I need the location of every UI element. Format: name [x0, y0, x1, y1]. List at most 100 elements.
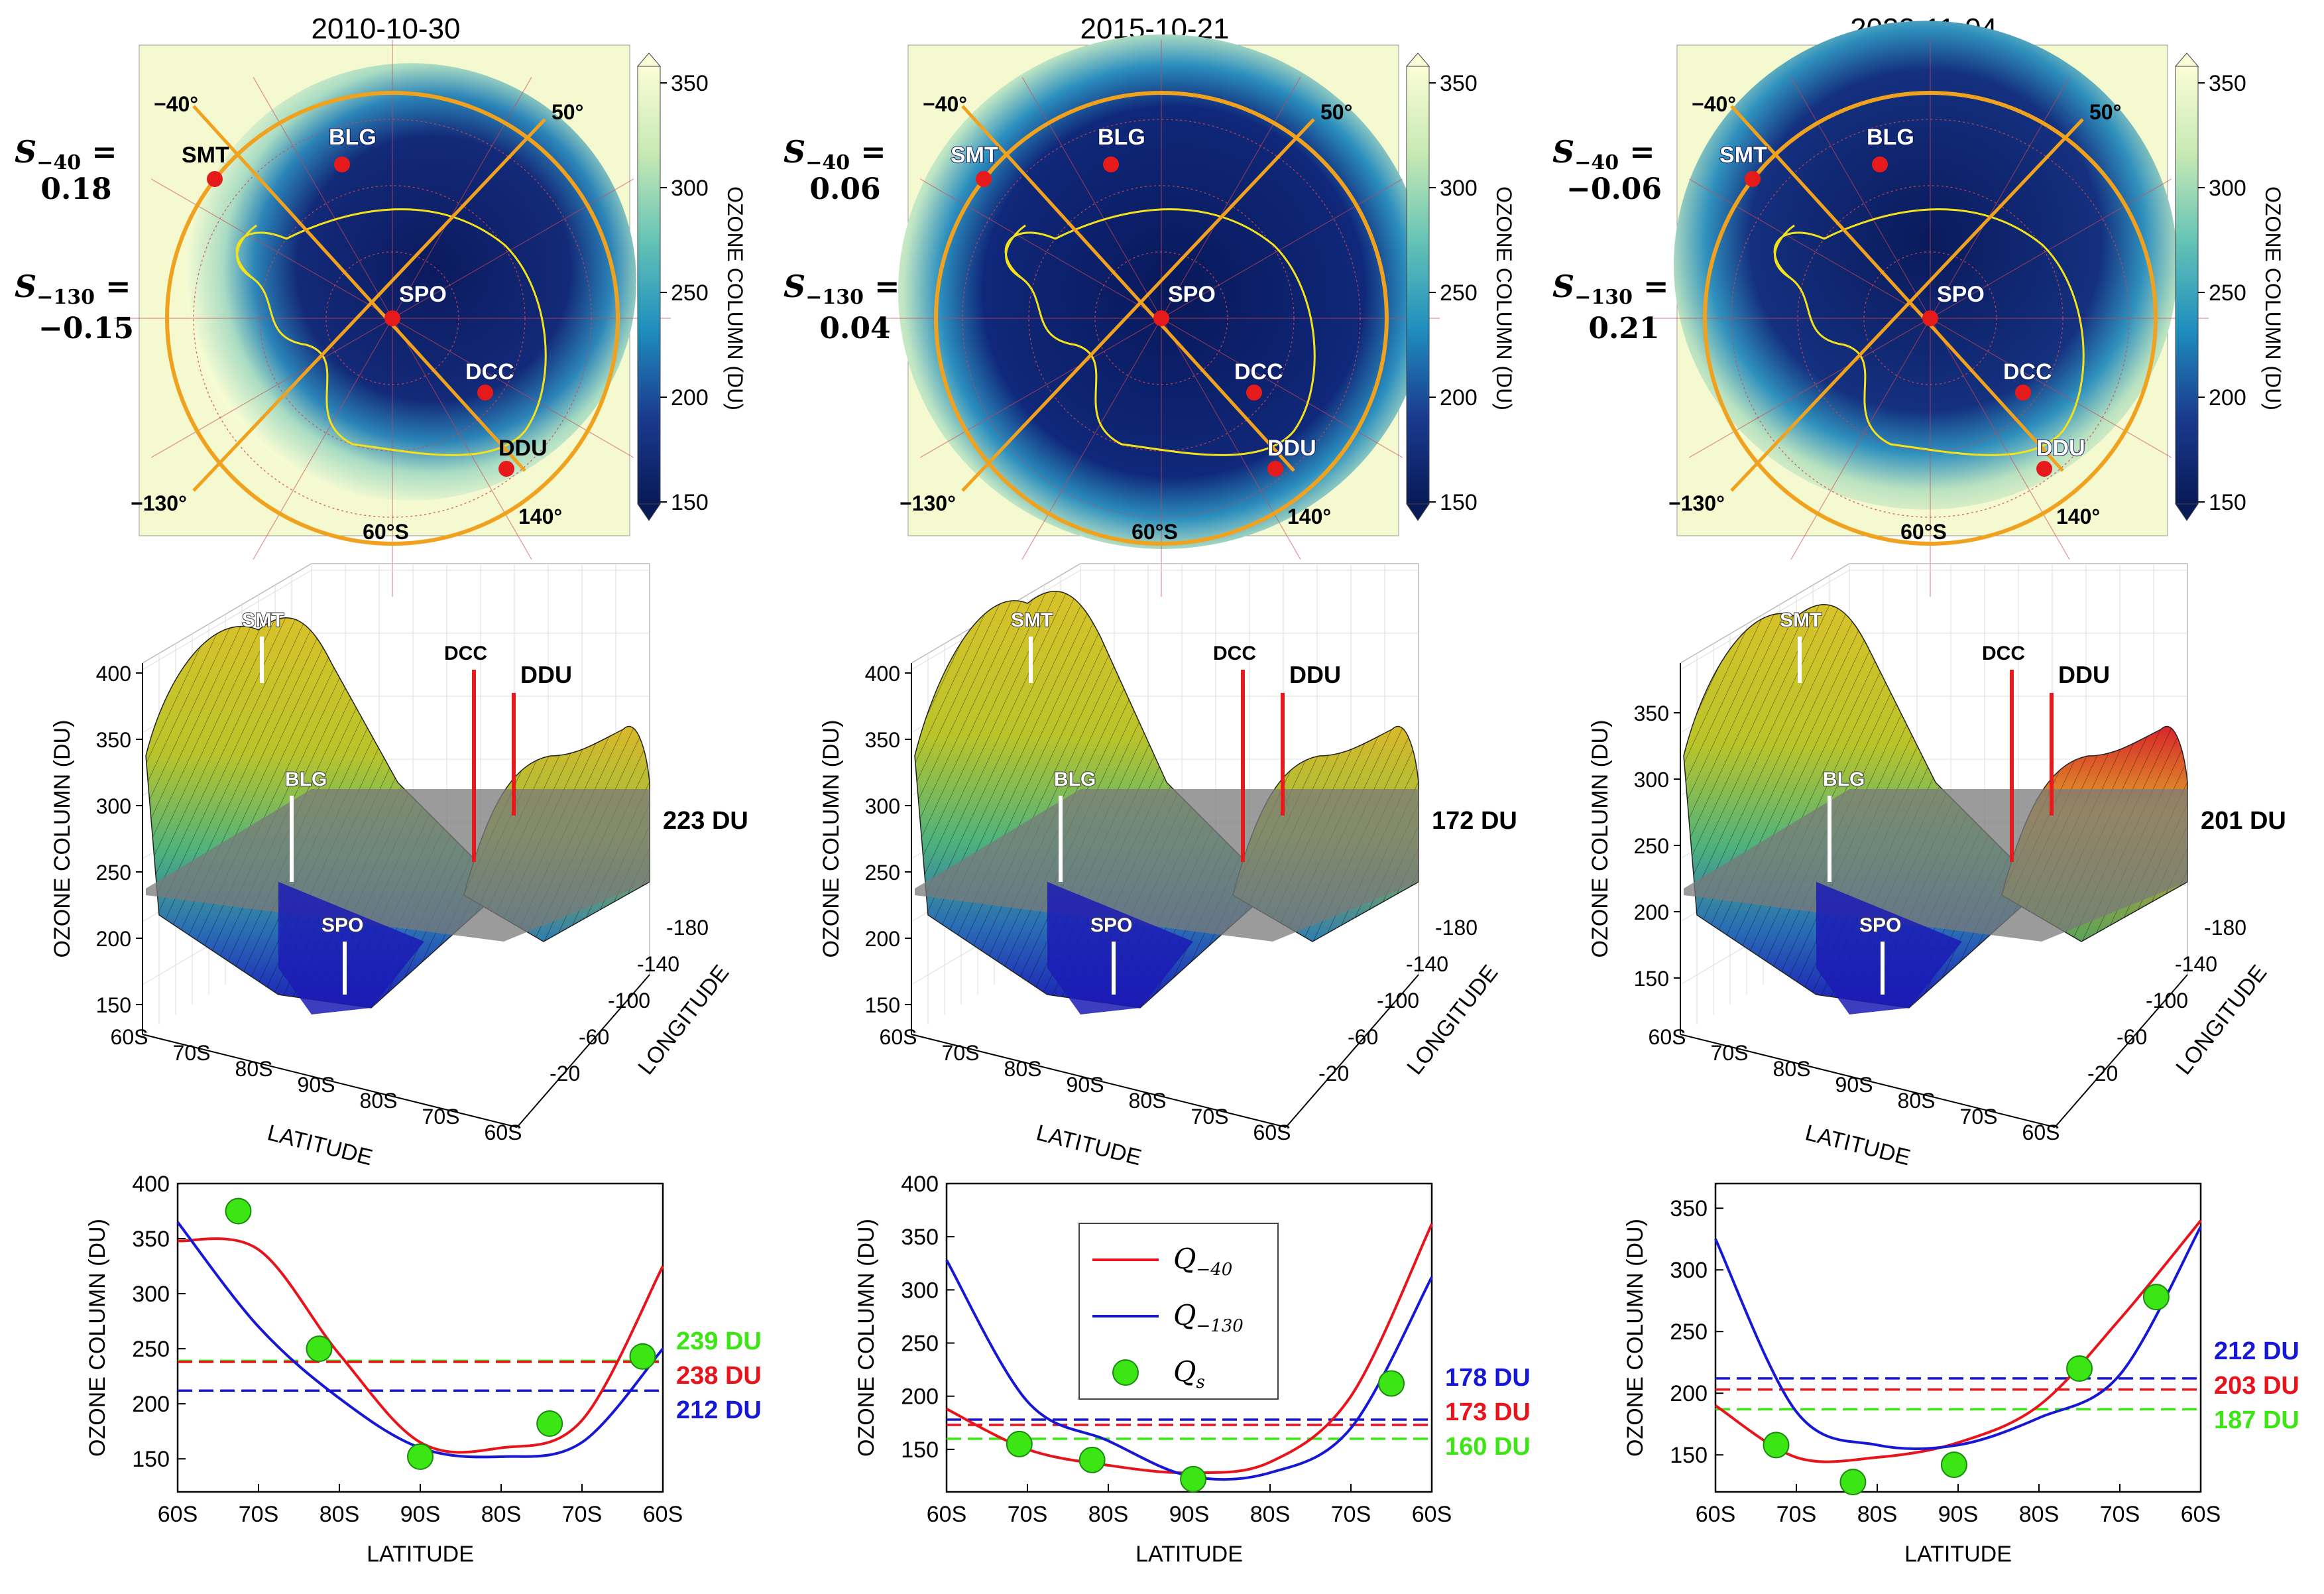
- surface-z-tick-label: 300: [96, 794, 131, 818]
- profile-y-tick-label: 250: [1670, 1319, 1708, 1345]
- colorbar: 350 300 250 200 150 OZONE COLUMN (DU): [636, 52, 747, 521]
- surface-lat-axis-label: LATITUDE: [1803, 1120, 1913, 1170]
- lon-label-minus130: −130°: [1668, 491, 1725, 515]
- qs-point: [2066, 1355, 2093, 1382]
- station-blg-label: BLG: [1867, 125, 1914, 150]
- panel-3: 2022-11-04SMTBLGSPODCCDDU−40°50°−130°140…: [1552, 13, 2299, 1567]
- s-minus130-label: S−130 =: [1552, 269, 1669, 309]
- colorbar-tick-label: 300: [2209, 176, 2246, 201]
- surface-station-spo-label: SPO: [1859, 914, 1901, 936]
- profile-y-tick-label: 350: [901, 1225, 939, 1250]
- meridian-minus40-140: [1730, 105, 2064, 472]
- qs-point: [1078, 1446, 1106, 1473]
- lon-label-minus40: −40°: [1692, 92, 1736, 116]
- lon-label-minus40: −40°: [154, 92, 198, 116]
- surface-z-tick-label: 200: [1634, 900, 1669, 924]
- surface-z-tick-label: 400: [96, 662, 131, 686]
- s-minus130-value: 0.04: [819, 312, 890, 345]
- latitude-profile-chart: 150 200 250 300 350 60S 70S 80S 90S 80S 70S 60S LATI…: [1623, 1182, 2299, 1567]
- surface-z-tick-label: 350: [96, 728, 131, 752]
- surface-lat-tick-label: 80S: [360, 1089, 398, 1113]
- profile-y-axis-label: OZONE COLUMN (DU): [854, 1219, 879, 1457]
- qs-point: [2142, 1284, 2170, 1311]
- legend-label-3: Qs: [1173, 1355, 1205, 1392]
- ozone-surface-3d: SMT BLG SPO DCC DDU 223 DU 400 350 300 250 200 150 O…: [50, 563, 748, 1170]
- colorbar-tick-label: 150: [671, 490, 709, 515]
- surface-lon-tick-label: -140: [2175, 952, 2217, 976]
- antarctica-coastline: [1004, 208, 1316, 456]
- surface-station-dcc-label: DCC: [1982, 643, 2025, 664]
- ozone-hole: [1674, 21, 2178, 510]
- profile-x-axis-label: LATITUDE: [1135, 1542, 1243, 1567]
- antarctic-peninsula: [1774, 224, 1795, 280]
- profile-y-tick-label: 300: [132, 1282, 170, 1307]
- surface-z-tick-label: 150: [96, 993, 131, 1017]
- surface-lat-tick-label: 60S: [2022, 1121, 2060, 1144]
- profile-x-tick-label: 60S: [2181, 1502, 2221, 1527]
- surface-plane-label: 172 DU: [1432, 807, 1517, 835]
- s-minus40-value: 0.06: [809, 172, 880, 206]
- surface-lat-tick-label: 60S: [111, 1025, 148, 1049]
- s-minus40-label: S−40 =: [784, 134, 886, 174]
- antarctica-coastline: [235, 208, 547, 456]
- station-blg-marker: [1103, 156, 1119, 172]
- skewness-annotations: S−40 =0.06 S−130 =0.04: [784, 134, 900, 345]
- surface-lat-tick-label: 80S: [1773, 1057, 1811, 1081]
- series-line-q-minus40: [1714, 1219, 2202, 1463]
- profile-legend: Q−40 Q−130 Qs: [1078, 1223, 1279, 1400]
- surface-station-blg-label: BLG: [1054, 768, 1096, 790]
- profile-x-tick-label: 60S: [927, 1502, 967, 1527]
- colorbar-tick-label: 250: [671, 280, 709, 306]
- lon-label-minus130: −130°: [900, 491, 956, 515]
- profile-y-tick-label: 250: [132, 1337, 170, 1362]
- antarctica-coastline: [1773, 208, 2085, 456]
- qs-point: [225, 1197, 252, 1225]
- surface-z-tick-label: 400: [865, 662, 900, 686]
- s-minus40-label: S−40 =: [15, 134, 117, 174]
- surface-z-tick-label: 150: [1634, 967, 1669, 991]
- colorbar-gradient: [637, 66, 661, 505]
- mean-label-1: 239 DU: [676, 1327, 762, 1355]
- surface-lat-tick-label: 80S: [235, 1057, 273, 1081]
- profile-plot-area: [1714, 1182, 2202, 1493]
- surface-lat-axis-label: LATITUDE: [265, 1120, 375, 1170]
- station-dcc-label: DCC: [2003, 359, 2052, 385]
- colorbar: 350 300 250 200 150 OZONE COLUMN (DU): [2174, 52, 2285, 521]
- colorbar-top-extend: [1405, 52, 1430, 67]
- profile-x-tick-label: 70S: [1008, 1502, 1048, 1527]
- latitude-60s-circle: [165, 91, 620, 546]
- profile-x-tick-label: 70S: [239, 1502, 279, 1527]
- colorbar-tick-label: 200: [2209, 385, 2246, 410]
- surface-z-tick-label: 350: [865, 728, 900, 752]
- colorbar-gradient: [1406, 66, 1430, 505]
- lon-label-50: 50°: [552, 100, 583, 124]
- colorbar-tick-label: 250: [2209, 280, 2246, 306]
- profile-y-tick-label: 400: [132, 1172, 170, 1197]
- qs-point: [1763, 1432, 1790, 1459]
- profile-x-tick-label: 80S: [481, 1502, 522, 1527]
- colorbar-tick-label: 300: [671, 176, 709, 201]
- station-dcc-marker: [2015, 385, 2031, 400]
- surface-lon-axis-label: LONGITUDE: [633, 960, 734, 1079]
- ozone-map: 2022-11-04SMTBLGSPODCCDDU−40°50°−130°140…: [1652, 13, 2209, 597]
- skewness-annotations: S−40 =−0.06 S−130 =0.21: [1552, 134, 1669, 345]
- colorbar-tick-label: 150: [1440, 490, 1478, 515]
- colorbar-top-extend: [2174, 52, 2199, 67]
- colorbar-tick-label: 350: [671, 71, 709, 96]
- lon-label-50: 50°: [1320, 100, 1352, 124]
- surface-lat-axis-label: LATITUDE: [1034, 1120, 1144, 1170]
- profile-x-tick-label: 60S: [1696, 1502, 1736, 1527]
- profile-y-tick-label: 300: [1670, 1258, 1708, 1283]
- surface-lon-tick-label: -180: [2204, 916, 2246, 940]
- surface-station-smt-label: SMT: [1780, 609, 1822, 631]
- colorbar-bottom-extend: [1406, 503, 1430, 521]
- ozone-surface-3d: SMT BLG SPO DCC DDU 172 DU 400 350 300 250 200 150 O…: [819, 563, 1517, 1170]
- station-ddu-marker: [1267, 461, 1283, 477]
- station-smt-label: SMT: [951, 143, 998, 168]
- surface-lat-tick-label: 70S: [1191, 1105, 1229, 1129]
- s-minus40-value: −0.06: [1566, 172, 1662, 206]
- mean-label-2: 238 DU: [676, 1362, 762, 1390]
- meridian-minus40-140: [961, 105, 1295, 472]
